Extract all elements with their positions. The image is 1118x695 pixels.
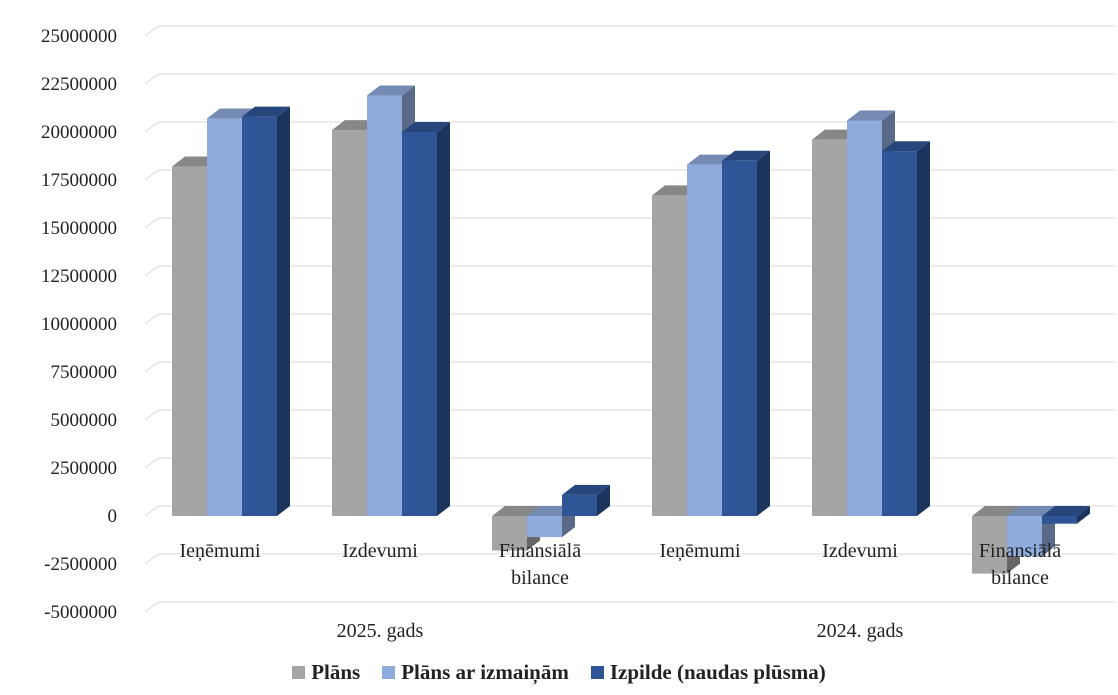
legend-swatch	[292, 666, 306, 679]
bar-front	[207, 118, 242, 516]
bar-front	[562, 494, 597, 516]
bar-side	[757, 150, 770, 517]
bar-front	[687, 164, 722, 516]
y-tick-label: 12500000	[41, 266, 117, 287]
group-label: 2025. gads	[337, 620, 424, 642]
gridline-depth	[144, 169, 159, 181]
y-tick-label: -5000000	[44, 602, 117, 623]
bar-front	[812, 139, 847, 516]
bar-front	[882, 151, 917, 516]
y-tick-label: 15000000	[41, 218, 117, 239]
y-tick-label: 22500000	[41, 74, 117, 95]
y-tick-label: 5000000	[51, 410, 118, 431]
bar-izpilde-naudas-pl-sma--4	[882, 141, 930, 516]
bar-front	[972, 516, 1007, 574]
gridline-depth	[144, 25, 159, 37]
legend-item: Plāns ar izmaiņām	[382, 660, 569, 685]
bar-top	[242, 106, 290, 117]
bar-izpilde-naudas-pl-sma--5	[1042, 506, 1090, 524]
gridline-depth	[144, 361, 159, 373]
bar-front	[652, 195, 687, 517]
y-tick-label: 17500000	[41, 170, 117, 191]
gridline-depth	[144, 265, 159, 277]
category-label: Izdevumi	[822, 540, 898, 562]
bar-top	[1042, 506, 1090, 516]
bar-izpilde-naudas-pl-sma--2	[562, 484, 610, 516]
y-tick-label: 20000000	[41, 122, 117, 143]
bar-top	[882, 141, 930, 152]
bar-front	[492, 516, 527, 551]
bar-front	[242, 116, 277, 516]
bar-top	[972, 506, 1020, 516]
gridline-depth	[144, 553, 159, 565]
legend-label: Plāns ar izmaiņām	[401, 660, 569, 684]
bar-side	[277, 106, 290, 516]
category-labels: Ieņēmumi Izdevumi Finansiālā bilance Ieņēmum…	[179, 540, 1061, 589]
category-label: bilance	[991, 567, 1049, 589]
gridline-depth	[144, 73, 159, 85]
category-label: Ieņēmumi	[179, 540, 261, 562]
y-tick-label: 7500000	[51, 362, 118, 383]
gridline-depth	[144, 505, 159, 517]
bar-front	[1042, 516, 1077, 524]
y-tick-label: 0	[108, 506, 118, 527]
legend-item: Izpilde (naudas plūsma)	[590, 660, 826, 685]
legend-swatch	[590, 666, 604, 679]
legend-item: Plāns	[292, 660, 360, 685]
bar-top	[402, 122, 450, 132]
bars	[172, 85, 1090, 574]
bar-front	[527, 516, 562, 538]
gridline-depth	[144, 457, 159, 469]
gridline-depth	[144, 313, 159, 325]
bar-izpilde-naudas-pl-sma--1	[402, 122, 450, 516]
bar-front	[367, 95, 402, 517]
bar-front	[332, 130, 367, 516]
bar-side	[1077, 506, 1090, 524]
bar-top	[722, 150, 770, 161]
category-label: bilance	[511, 567, 569, 589]
bar-top	[1007, 506, 1055, 516]
y-tick-label: 10000000	[41, 314, 117, 335]
legend-label: Plāns	[311, 660, 361, 684]
group-label: 2024. gads	[817, 620, 904, 642]
bar-chart: 2500000022500000200000001750000015000000…	[41, 25, 1115, 642]
bar-front	[847, 120, 882, 516]
bar-top	[367, 85, 415, 96]
legend-swatch	[382, 666, 396, 679]
bar-top	[562, 484, 610, 495]
bar-front	[402, 132, 437, 516]
group-labels: 2025. gads 2024. gads	[337, 620, 904, 642]
y-tick-label: 25000000	[41, 26, 117, 47]
y-tick-label: 2500000	[51, 458, 118, 479]
gridline-depth	[144, 409, 159, 421]
y-tick-label: -2500000	[44, 554, 117, 575]
bar-side	[917, 141, 930, 516]
gridlines	[144, 25, 1115, 613]
bar-front	[1007, 516, 1042, 557]
category-label: Finansiālā	[499, 540, 581, 562]
bar-front	[172, 166, 207, 516]
legend: Plāns Plāns ar izmaiņām Izpilde (naudas pl…	[0, 660, 1118, 685]
bar-top	[847, 110, 895, 121]
bar-side	[437, 122, 450, 516]
gridline-depth	[144, 121, 159, 133]
category-label: Izdevumi	[342, 540, 418, 562]
gridline-depth	[144, 601, 159, 613]
bar-side	[597, 484, 610, 516]
category-label: Ieņēmumi	[659, 540, 741, 562]
category-label: Finansiālā	[979, 540, 1061, 562]
bar-front	[722, 160, 757, 517]
gridline-depth	[144, 217, 159, 229]
bar-top	[492, 506, 540, 516]
bar-izpilde-naudas-pl-sma--3	[722, 150, 770, 517]
bar-pl-ns-5	[972, 506, 1020, 574]
bar-izpilde-naudas-pl-sma--0	[242, 106, 290, 516]
legend-label: Izpilde (naudas plūsma)	[609, 660, 826, 684]
y-axis-tick-labels: 2500000022500000200000001750000015000000…	[41, 26, 117, 623]
